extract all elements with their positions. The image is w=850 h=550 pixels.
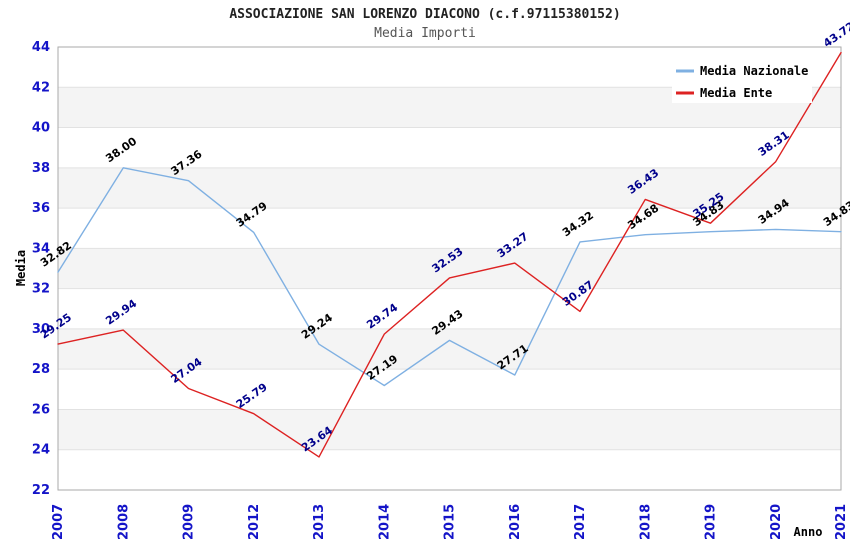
y-tick-label: 24: [32, 443, 50, 458]
y-tick-label: 42: [32, 80, 50, 95]
y-tick-label: 38: [32, 161, 50, 176]
y-tick-label: 36: [32, 201, 50, 216]
y-tick-label: 22: [32, 483, 50, 498]
plot-band: [58, 328, 841, 370]
plot-band: [58, 208, 841, 249]
x-tick-label: 2014: [377, 504, 392, 540]
x-tick-label: 2013: [312, 504, 327, 540]
y-tick-label: 30: [32, 322, 50, 337]
x-tick-label: 2017: [573, 504, 588, 540]
bands-layer: [58, 47, 841, 490]
x-tick-label: 2018: [638, 504, 653, 540]
legend: Media Nazionale Media Ente: [672, 55, 812, 103]
y-tick-label: 26: [32, 402, 50, 417]
y-axis-title: Media: [14, 250, 28, 286]
y-tick-label: 34: [32, 241, 50, 256]
legend-label-media-ente: Media Ente: [700, 86, 772, 100]
y-axis-tick-labels: 22 24 26 28 30 32 34 36 38 40 42 44: [32, 40, 50, 498]
plot-band: [58, 369, 841, 410]
x-tick-label: 2021: [834, 504, 849, 540]
plot-band: [58, 248, 841, 289]
y-tick-label: 44: [32, 40, 50, 55]
plot-band: [58, 167, 841, 209]
x-tick-label: 2015: [443, 504, 458, 540]
y-tick-label: 32: [32, 282, 50, 297]
series-lines-layer: [57, 51, 842, 458]
x-axis-tick-labels: 2007 2008 2009 2012 2013 2014 2015 2016 2017 2018…: [51, 504, 849, 540]
x-tick-label: 2007: [51, 504, 66, 540]
plot-frame: [57, 46, 842, 491]
x-tick-label: 2019: [704, 504, 719, 540]
legend-label-media-nazionale: Media Nazionale: [700, 64, 808, 78]
series-line: [57, 167, 842, 387]
plot-band: [58, 409, 841, 450]
x-tick-label: 2009: [182, 504, 197, 540]
x-axis-title: Anno: [794, 525, 823, 539]
plot-band: [58, 288, 841, 329]
series-line: [57, 51, 842, 458]
x-tick-label: 2008: [116, 504, 131, 540]
x-tick-label: 2020: [769, 504, 784, 540]
y-tick-label: 40: [32, 121, 50, 136]
plot-band: [58, 449, 841, 490]
y-tick-label: 28: [32, 362, 50, 377]
x-tick-label: 2016: [508, 504, 523, 540]
chart-subtitle: Media Importi: [374, 26, 476, 41]
x-tick-label: 2012: [247, 504, 262, 540]
plot-band: [58, 127, 841, 168]
point-value-label: 43.72: [821, 19, 850, 50]
legend-box: [672, 55, 812, 103]
chart-title: ASSOCIAZIONE SAN LORENZO DIACONO (c.f.97…: [229, 7, 620, 22]
